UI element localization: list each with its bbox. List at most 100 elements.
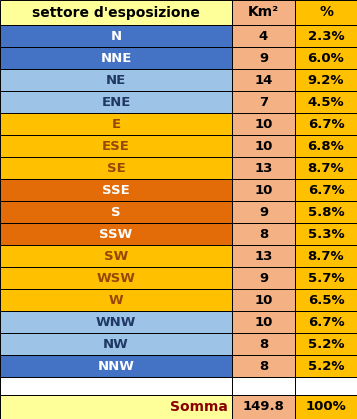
Text: N: N bbox=[110, 29, 122, 42]
Text: 6.7%: 6.7% bbox=[308, 117, 344, 130]
Text: 14: 14 bbox=[254, 73, 273, 86]
Bar bbox=[295, 201, 357, 223]
Bar bbox=[295, 179, 357, 201]
Text: 9.2%: 9.2% bbox=[308, 73, 344, 86]
Text: NE: NE bbox=[106, 73, 126, 86]
Text: 6.5%: 6.5% bbox=[308, 293, 344, 307]
Text: 13: 13 bbox=[254, 249, 273, 262]
Bar bbox=[232, 245, 295, 267]
Text: 10: 10 bbox=[254, 184, 273, 197]
Bar bbox=[295, 157, 357, 179]
Text: 5.2%: 5.2% bbox=[308, 337, 344, 351]
Text: 5.3%: 5.3% bbox=[308, 228, 344, 241]
Text: 4: 4 bbox=[259, 29, 268, 42]
Bar bbox=[232, 47, 295, 69]
Bar bbox=[232, 25, 295, 47]
Text: NW: NW bbox=[103, 337, 129, 351]
Text: SSE: SSE bbox=[102, 184, 130, 197]
Text: 4.5%: 4.5% bbox=[308, 96, 344, 109]
Bar bbox=[232, 0, 295, 25]
Bar bbox=[0, 245, 232, 267]
Bar bbox=[295, 333, 357, 355]
Bar bbox=[0, 289, 232, 311]
Text: 10: 10 bbox=[254, 117, 273, 130]
Bar bbox=[295, 267, 357, 289]
Bar bbox=[295, 355, 357, 377]
Text: WSW: WSW bbox=[96, 272, 135, 285]
Bar bbox=[232, 289, 295, 311]
Bar bbox=[232, 333, 295, 355]
Text: %: % bbox=[319, 5, 333, 20]
Bar bbox=[0, 113, 232, 135]
Text: E: E bbox=[111, 117, 121, 130]
Text: 6.7%: 6.7% bbox=[308, 184, 344, 197]
Text: 100%: 100% bbox=[306, 401, 346, 414]
Bar bbox=[0, 47, 232, 69]
Text: NNE: NNE bbox=[100, 52, 132, 65]
Text: 8: 8 bbox=[259, 228, 268, 241]
Bar bbox=[295, 377, 357, 395]
Bar bbox=[0, 157, 232, 179]
Text: 149.8: 149.8 bbox=[242, 401, 285, 414]
Text: 8: 8 bbox=[259, 337, 268, 351]
Bar bbox=[0, 135, 232, 157]
Bar bbox=[295, 25, 357, 47]
Text: 8.7%: 8.7% bbox=[308, 249, 344, 262]
Text: 10: 10 bbox=[254, 140, 273, 153]
Bar bbox=[295, 91, 357, 113]
Bar bbox=[295, 47, 357, 69]
Text: Somma: Somma bbox=[170, 400, 228, 414]
Text: S: S bbox=[111, 205, 121, 218]
Bar bbox=[232, 179, 295, 201]
Bar bbox=[0, 25, 232, 47]
Bar bbox=[232, 395, 295, 419]
Bar bbox=[295, 0, 357, 25]
Text: Km²: Km² bbox=[248, 5, 279, 20]
Bar bbox=[295, 395, 357, 419]
Text: 2.3%: 2.3% bbox=[308, 29, 344, 42]
Bar bbox=[0, 201, 232, 223]
Bar bbox=[232, 377, 295, 395]
Bar bbox=[232, 113, 295, 135]
Bar bbox=[0, 355, 232, 377]
Bar bbox=[232, 267, 295, 289]
Bar bbox=[232, 69, 295, 91]
Bar bbox=[295, 311, 357, 333]
Text: 9: 9 bbox=[259, 272, 268, 285]
Bar bbox=[295, 69, 357, 91]
Text: 10: 10 bbox=[254, 293, 273, 307]
Bar bbox=[0, 91, 232, 113]
Bar bbox=[232, 157, 295, 179]
Text: SW: SW bbox=[104, 249, 128, 262]
Bar bbox=[295, 113, 357, 135]
Text: 5.7%: 5.7% bbox=[308, 272, 344, 285]
Bar bbox=[232, 91, 295, 113]
Text: 6.8%: 6.8% bbox=[308, 140, 345, 153]
Bar bbox=[0, 377, 232, 395]
Bar bbox=[0, 267, 232, 289]
Text: 6.7%: 6.7% bbox=[308, 316, 344, 328]
Bar bbox=[232, 201, 295, 223]
Bar bbox=[232, 135, 295, 157]
Text: settore d'esposizione: settore d'esposizione bbox=[32, 5, 200, 20]
Bar bbox=[0, 179, 232, 201]
Text: 13: 13 bbox=[254, 161, 273, 174]
Text: SE: SE bbox=[107, 161, 125, 174]
Bar bbox=[232, 311, 295, 333]
Text: ESE: ESE bbox=[102, 140, 130, 153]
Text: 8: 8 bbox=[259, 360, 268, 372]
Text: 5.2%: 5.2% bbox=[308, 360, 344, 372]
Bar bbox=[0, 395, 232, 419]
Text: 8.7%: 8.7% bbox=[308, 161, 344, 174]
Text: NNW: NNW bbox=[97, 360, 135, 372]
Text: 9: 9 bbox=[259, 52, 268, 65]
Text: WNW: WNW bbox=[96, 316, 136, 328]
Bar bbox=[0, 0, 232, 25]
Bar bbox=[232, 223, 295, 245]
Bar bbox=[0, 69, 232, 91]
Text: W: W bbox=[109, 293, 123, 307]
Text: SSW: SSW bbox=[99, 228, 132, 241]
Text: 9: 9 bbox=[259, 205, 268, 218]
Text: 5.8%: 5.8% bbox=[308, 205, 344, 218]
Bar bbox=[295, 223, 357, 245]
